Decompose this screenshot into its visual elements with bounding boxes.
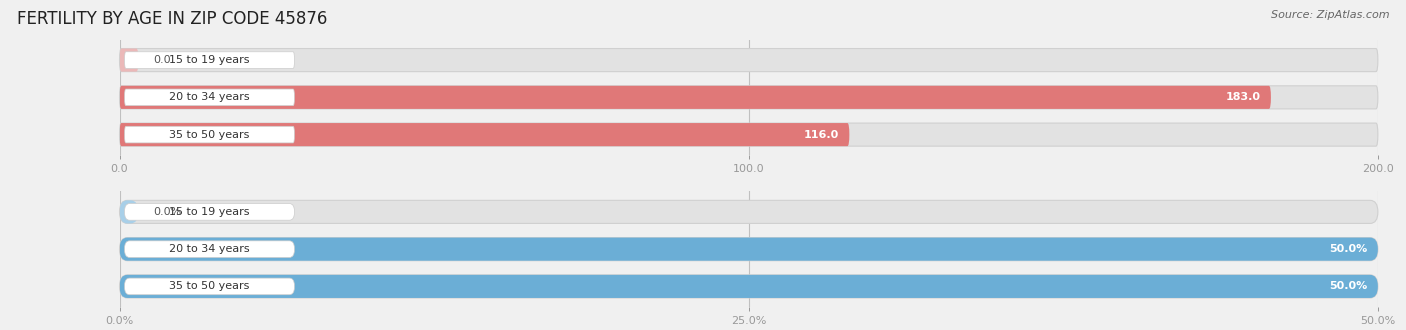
Text: 15 to 19 years: 15 to 19 years: [169, 207, 250, 217]
Text: FERTILITY BY AGE IN ZIP CODE 45876: FERTILITY BY AGE IN ZIP CODE 45876: [17, 10, 328, 28]
Text: 0.0%: 0.0%: [153, 207, 181, 217]
FancyBboxPatch shape: [120, 275, 1378, 298]
FancyBboxPatch shape: [120, 123, 849, 146]
Text: 183.0: 183.0: [1226, 92, 1261, 102]
FancyBboxPatch shape: [125, 126, 294, 143]
FancyBboxPatch shape: [120, 200, 138, 223]
Text: 0.0: 0.0: [153, 55, 172, 65]
FancyBboxPatch shape: [120, 49, 1378, 72]
FancyBboxPatch shape: [120, 200, 1378, 223]
Text: 35 to 50 years: 35 to 50 years: [169, 281, 250, 291]
Text: 35 to 50 years: 35 to 50 years: [169, 130, 250, 140]
FancyBboxPatch shape: [125, 204, 294, 220]
FancyBboxPatch shape: [125, 52, 294, 68]
FancyBboxPatch shape: [125, 278, 294, 295]
Text: 15 to 19 years: 15 to 19 years: [169, 55, 250, 65]
FancyBboxPatch shape: [120, 238, 1378, 261]
FancyBboxPatch shape: [125, 241, 294, 257]
Text: 50.0%: 50.0%: [1330, 244, 1368, 254]
FancyBboxPatch shape: [120, 238, 1378, 261]
FancyBboxPatch shape: [120, 86, 1378, 109]
FancyBboxPatch shape: [125, 89, 294, 106]
Text: 50.0%: 50.0%: [1330, 281, 1368, 291]
FancyBboxPatch shape: [120, 86, 1271, 109]
Text: 20 to 34 years: 20 to 34 years: [169, 92, 250, 102]
Text: 20 to 34 years: 20 to 34 years: [169, 244, 250, 254]
Text: 116.0: 116.0: [804, 130, 839, 140]
FancyBboxPatch shape: [120, 49, 138, 72]
Text: Source: ZipAtlas.com: Source: ZipAtlas.com: [1271, 10, 1389, 20]
FancyBboxPatch shape: [120, 123, 1378, 146]
FancyBboxPatch shape: [120, 275, 1378, 298]
